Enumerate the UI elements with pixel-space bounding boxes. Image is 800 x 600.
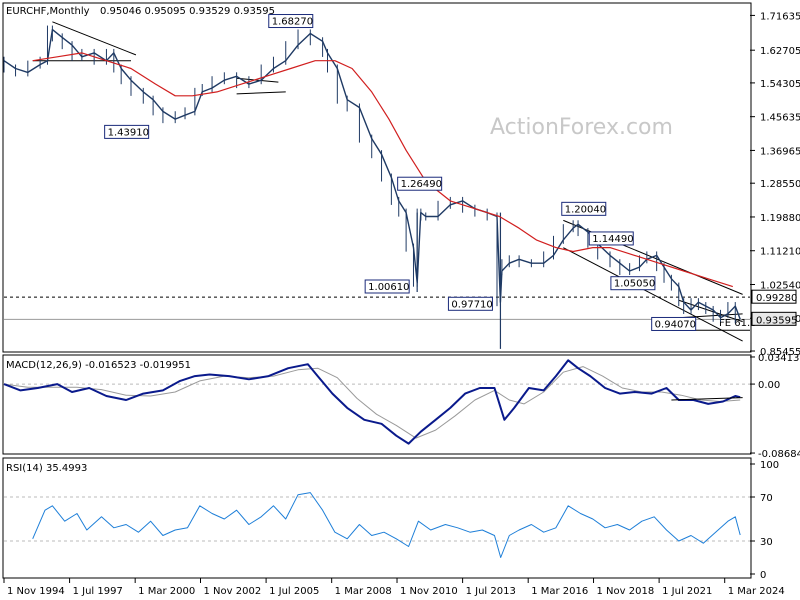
annotation-label: 1.05050: [614, 279, 655, 290]
level-badge-label: 0.93595: [756, 315, 797, 326]
x-tick-label: 1 Jul 1997: [73, 586, 123, 597]
rsi-group: 100 70 30 0: [4, 460, 779, 581]
macd-header: MACD(12,26,9) -0.016523 -0.019951: [6, 360, 191, 371]
rsi-header: RSI(14) 35.4993: [6, 463, 87, 474]
annotation-label: 1.14490: [592, 234, 633, 245]
price-annotations: 1.68270 1.43910 1.26490 1.20040 1.14490 1.050…: [104, 14, 697, 331]
macd-signal-line: [3, 366, 741, 439]
annotation-label: 1.43910: [108, 127, 149, 138]
annotation-label: 1.20040: [565, 204, 606, 215]
x-tick-label: 1 Jul 2013: [466, 586, 516, 597]
x-tick-label: 1 Mar 2016: [531, 586, 588, 597]
price-y-tick-label: 1.71635: [760, 11, 800, 22]
x-axis: 1 Nov 1994 1 Jul 1997 1 Mar 2000 1 Nov 2002…: [3, 578, 785, 597]
price-y-tick-label: 1.28550: [760, 179, 800, 190]
annotation-label: 0.94070: [655, 319, 696, 330]
macd-line: [3, 359, 741, 445]
chart-header-symbol: EURCHF,Monthly: [6, 6, 90, 17]
x-tick-label: 1 Jul 2021: [662, 586, 712, 597]
watermark: ActionForex.com: [490, 115, 673, 140]
x-tick-label: 1 Jul 2005: [269, 586, 319, 597]
trend-line: [678, 299, 743, 323]
fe-label: FE 61.8: [719, 318, 757, 329]
price-series: [3, 25, 741, 349]
chart-header-ohlc: 0.95046 0.95095 0.93529 0.93595: [100, 6, 275, 17]
annotation-label: 1.00610: [368, 282, 409, 293]
sma-line: [32, 52, 733, 288]
price-y-tick-label: 0.85455: [760, 347, 800, 358]
x-tick-label: 1 Mar 2024: [728, 586, 785, 597]
price-y-tick-label: 1.45635: [760, 113, 800, 124]
x-tick-label: 1 Mar 2000: [138, 586, 195, 597]
annotation-box: [588, 231, 634, 246]
annotation-box: [561, 201, 607, 216]
trend-line: [563, 247, 743, 342]
price-y-tick-label: 1.02540: [760, 280, 800, 291]
annotation-label: 0.97710: [451, 299, 492, 310]
macd-y-tick-label: 0.034137: [758, 353, 800, 364]
rsi-panel-frame: [2, 457, 752, 579]
rsi-y-tick-label: 70: [760, 493, 773, 504]
price-y-tick-label: 1.11210: [760, 247, 800, 258]
trend-line: [52, 21, 137, 56]
price-y-tick-label: 1.54305: [760, 79, 800, 90]
price-y-axis: 1.71635 1.62705 1.54305 1.45635 1.36965 1.285…: [750, 11, 800, 358]
macd-trend-line: [671, 397, 743, 401]
macd-y-tick-label: -0.086849: [758, 449, 800, 460]
annotation-label: 1.68270: [272, 17, 313, 28]
price-y-tick-label: 1.62705: [760, 46, 800, 57]
x-tick-label: 1 Nov 2010: [400, 586, 458, 597]
annotation-box: [268, 14, 314, 29]
annotation-box: [447, 296, 493, 311]
price-line: [3, 28, 741, 320]
x-tick-label: 1 Nov 1994: [7, 586, 65, 597]
level-badge: [751, 311, 797, 326]
macd-group: 0.034137 0.00 -0.086849: [3, 353, 800, 460]
macd-y-tick-label: 0.00: [758, 380, 780, 391]
x-tick-label: 1 Mar 2008: [335, 586, 392, 597]
trend-line: [236, 91, 286, 95]
rsi-y-tick-label: 100: [760, 460, 779, 471]
annotation-box: [610, 276, 656, 291]
x-tick-label: 1 Nov 2002: [204, 586, 262, 597]
rsi-y-tick-label: 30: [760, 537, 773, 548]
level-badge-label: 0.99280: [756, 293, 797, 304]
x-tick-label: 1 Nov 2018: [597, 586, 655, 597]
rsi-line: [32, 492, 741, 558]
annotation-box: [397, 176, 443, 191]
level-badge: [751, 289, 797, 304]
price-y-tick-label: 1.19880: [760, 213, 800, 224]
annotation-label: 1.26490: [401, 179, 442, 190]
annotation-box: [364, 279, 410, 294]
macd-panel-frame: [2, 354, 752, 455]
price-y-tick-label: 1.36965: [760, 146, 800, 157]
trend-line: [236, 77, 279, 83]
annotation-box: [104, 124, 150, 139]
rsi-y-tick-label: 0: [760, 570, 766, 581]
annotation-box: [651, 316, 697, 331]
